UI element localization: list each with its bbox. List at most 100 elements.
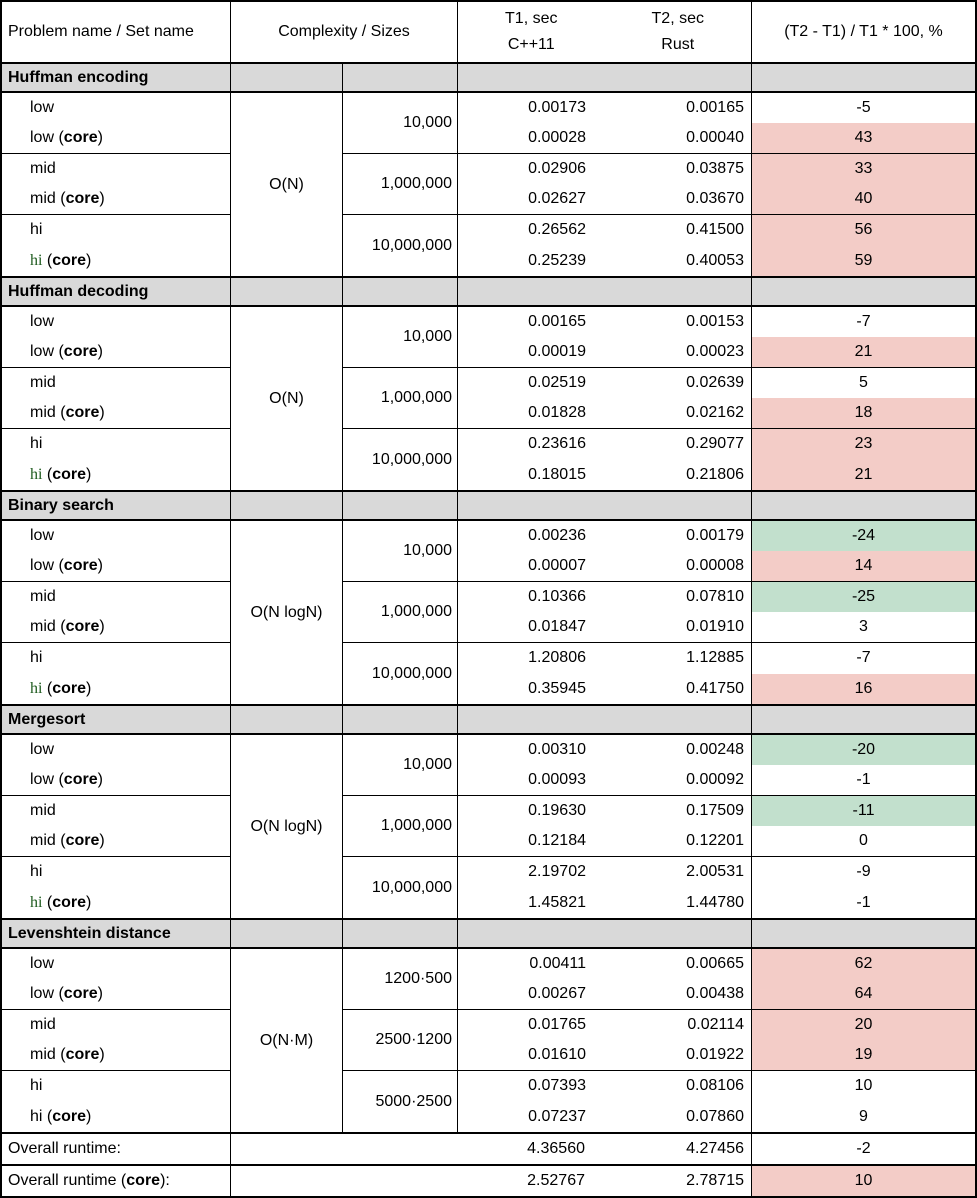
header-t2-line2: Rust [661, 36, 695, 53]
row-label: mid [30, 160, 56, 177]
delta-cell: -9 [752, 857, 975, 888]
section-header-times-cell [458, 492, 752, 519]
header-t1-line1: T1, sec [505, 10, 558, 27]
row-label-cell: mid [2, 582, 230, 612]
section-body: low low (core) mid mid (core) hi hi (core) O(N… [2, 949, 975, 1132]
section-header-sizes-cell [343, 492, 458, 519]
label-pair: low low (core) [2, 521, 230, 582]
section-body: low low (core) mid mid (core) hi hi (core) O(N… [2, 307, 975, 490]
delta-value: -25 [851, 588, 876, 605]
delta-value: -2 [856, 1140, 871, 1157]
size-value: 10,000,000 [371, 664, 452, 682]
section-header-delta-cell [752, 706, 975, 733]
section-header-times-cell [458, 706, 752, 733]
row-label: Overall runtime [8, 1140, 117, 1157]
times-row: 0.19630 0.17509 [458, 796, 751, 826]
times-row: 0.00019 0.00023 [458, 337, 751, 367]
times-row: 0.00310 0.00248 [458, 735, 751, 765]
row-label: mid [30, 832, 56, 849]
t2-value: 0.41500 [686, 221, 744, 239]
labels-column: low low (core) mid mid (core) hi hi (core) [2, 307, 231, 490]
delta-cell: 59 [752, 245, 975, 276]
size-cell: 1,000,000 [343, 582, 457, 643]
delta-value: 18 [854, 404, 873, 421]
t1-value: 2.19702 [528, 863, 586, 881]
section-header-complexity-cell [231, 920, 343, 947]
row-label: hi [30, 221, 43, 239]
t1-value: 0.00411 [529, 955, 586, 972]
times-row: 0.01828 0.02162 [458, 398, 751, 428]
header-complexity-sizes-label: Complexity / Sizes [278, 23, 410, 40]
delta-value: 0 [859, 832, 868, 849]
core-flag: core [63, 129, 98, 146]
delta-value: 21 [854, 465, 873, 483]
row-label-cell: hi [2, 1071, 230, 1102]
delta-cell: 23 [752, 429, 975, 460]
t2-value: 0.40053 [686, 251, 744, 269]
row-label: hi [30, 679, 43, 697]
row-label: low [30, 741, 55, 758]
core-flag: core [65, 618, 100, 635]
label-pair: mid mid (core) [2, 154, 230, 215]
row-label: low [30, 99, 55, 116]
label-pair: mid mid (core) [2, 796, 230, 857]
delta-pair: -20 -1 [752, 735, 975, 796]
times-column: 0.00173 0.00165 0.00028 0.00040 0.02906 0.038… [458, 93, 752, 276]
delta-pair: 10 9 [752, 1071, 975, 1132]
row-label: mid [30, 618, 56, 635]
delta-cell: 18 [752, 398, 975, 428]
complexity-cell: O(N logN) [231, 521, 343, 704]
t2-value: 0.00092 [686, 771, 744, 788]
size-value: 10,000 [403, 328, 452, 345]
delta-value: 62 [854, 955, 873, 972]
complexity-cell: O(N·M) [231, 949, 343, 1132]
overall-times-cell: 4.36560 4.27456 [231, 1134, 752, 1164]
delta-value: 10 [854, 1172, 873, 1189]
t2-value: 0.21806 [686, 465, 744, 483]
delta-cell: 56 [752, 215, 975, 246]
t2-value: 2.00531 [686, 863, 744, 881]
row-label: mid [30, 802, 56, 819]
section-title-cell: Levenshtein distance [2, 920, 231, 947]
row-label: low [30, 771, 55, 788]
delta-value: -7 [856, 649, 871, 667]
complexity-cell: O(N) [231, 93, 343, 276]
section-title: Levenshtein distance [8, 924, 171, 942]
delta-pair: 5 18 [752, 368, 975, 429]
core-flag: core [65, 404, 100, 421]
row-label-cell: low (core) [30, 771, 103, 788]
size-cell: 2500·1200 [343, 1010, 457, 1071]
core-flag: core [63, 557, 98, 574]
times-row: 0.10366 0.07810 [458, 582, 751, 612]
size-cell: 10,000,000 [343, 429, 457, 490]
label-pair: low low (core) [2, 93, 230, 154]
section-title: Mergesort [8, 710, 86, 728]
complexity-value: O(N logN) [250, 817, 323, 835]
size-cell: 10,000 [343, 735, 457, 796]
t2-value: 0.00438 [686, 985, 744, 1002]
size-cell: 1,000,000 [343, 796, 457, 857]
section-header-delta-cell [752, 492, 975, 519]
size-value: 10,000,000 [371, 450, 452, 468]
size-value: 5000·2500 [375, 1092, 452, 1110]
delta-pair: -7 16 [752, 643, 975, 704]
size-value: 1,000,000 [380, 175, 452, 192]
row-label: hi [30, 435, 43, 453]
row-label-cell: low [2, 93, 230, 123]
t2-value: 0.02639 [686, 374, 744, 391]
row-label-cell: hi (core) [30, 251, 92, 269]
size-cell: 10,000 [343, 521, 457, 582]
row-label-cell: hi [2, 857, 230, 888]
size-value: 1,000,000 [380, 817, 452, 834]
row-label: low [30, 343, 55, 360]
size-cell: 10,000 [343, 93, 457, 154]
t1-value: 0.01847 [528, 618, 586, 635]
times-pair: 0.00411 0.00665 0.00267 0.00438 [458, 949, 751, 1010]
t1-value: 0.26562 [528, 221, 586, 239]
delta-column: -5 43 33 40 56 59 [752, 93, 975, 276]
times-row: 0.00267 0.00438 [458, 979, 751, 1009]
labels-column: low low (core) mid mid (core) hi hi (core) [2, 735, 231, 918]
section-header-complexity-cell [231, 492, 343, 519]
row-label-cell: low [2, 949, 230, 979]
t1-value: 0.00236 [528, 527, 586, 544]
